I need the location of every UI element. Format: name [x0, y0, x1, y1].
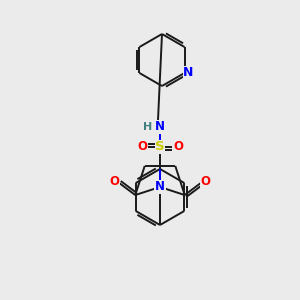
Text: O: O — [201, 175, 211, 188]
Text: N: N — [155, 121, 165, 134]
Text: H: H — [143, 122, 153, 132]
Text: O: O — [109, 175, 119, 188]
Text: S: S — [155, 140, 165, 154]
Text: N: N — [155, 181, 165, 194]
Text: N: N — [183, 67, 194, 80]
Text: O: O — [173, 140, 183, 154]
Text: O: O — [137, 140, 147, 154]
